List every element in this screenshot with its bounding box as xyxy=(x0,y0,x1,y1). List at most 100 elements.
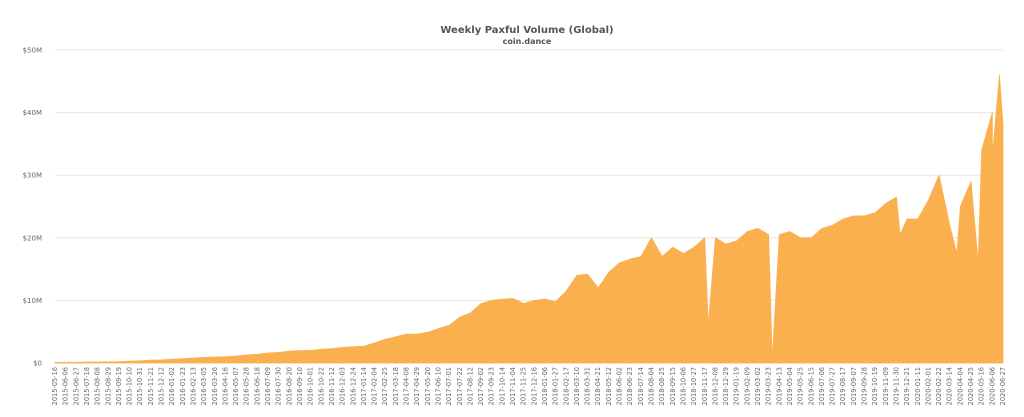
x-tick-label: 2019-10-19 xyxy=(871,367,879,405)
x-axis: 2015-05-16 2015-06-06 2015-06-27 2015-07-18… xyxy=(51,367,1007,405)
x-tick-label: 2019-02-09 xyxy=(743,367,751,405)
x-tick-label: 2020-06-27 xyxy=(999,367,1007,405)
x-tick-label: 2016-07-09 xyxy=(264,367,272,405)
x-tick-label: 2017-10-14 xyxy=(498,367,506,405)
x-tick-label: 2018-12-29 xyxy=(722,367,730,405)
x-tick-label: 2016-01-02 xyxy=(168,367,176,405)
x-tick-label: 2017-07-01 xyxy=(445,367,453,405)
x-tick-label: 2019-06-15 xyxy=(807,367,815,405)
x-tick-label: 2015-08-29 xyxy=(104,367,112,405)
x-tick-label: 2018-08-04 xyxy=(647,367,655,405)
x-tick-label: 2016-11-12 xyxy=(328,367,336,405)
x-tick-label: 2018-01-27 xyxy=(552,367,560,405)
x-tick-label: 2019-11-09 xyxy=(882,367,890,405)
x-tick-label: 2018-09-15 xyxy=(669,367,677,405)
x-tick-label: 2016-10-01 xyxy=(307,367,315,405)
x-tick-label: 2017-04-08 xyxy=(403,367,411,405)
x-tick-label: 2017-04-29 xyxy=(413,367,421,405)
x-tick-label: 2017-06-10 xyxy=(434,367,442,405)
x-tick-label: 2015-09-19 xyxy=(115,367,123,405)
x-tick-label: 2018-04-21 xyxy=(594,367,602,405)
x-tick-label: 2017-08-12 xyxy=(466,367,474,405)
y-axis: $0 $10M $20M $30M $40M $50M xyxy=(23,47,42,368)
x-tick-label: 2020-02-01 xyxy=(924,367,932,405)
y-tick-label: $50M xyxy=(23,47,42,55)
x-tick-label: 2017-12-16 xyxy=(530,367,538,405)
x-tick-label: 2019-09-28 xyxy=(861,367,869,405)
x-tick-label: 2015-12-12 xyxy=(158,367,166,405)
x-tick-label: 2019-11-30 xyxy=(892,367,900,405)
y-tick-label: $0 xyxy=(33,360,42,368)
x-tick-label: 2018-03-31 xyxy=(584,367,592,405)
x-tick-label: 2019-05-25 xyxy=(797,367,805,405)
x-tick-label: 2020-02-22 xyxy=(935,367,943,405)
x-tick-label: 2016-09-10 xyxy=(296,367,304,405)
series-area xyxy=(54,74,1004,364)
chart-subtitle: coin.dance xyxy=(503,37,552,46)
x-tick-label: 2019-01-19 xyxy=(733,367,741,405)
volume-area xyxy=(54,74,1004,364)
x-tick-label: 2015-10-31 xyxy=(136,367,144,405)
x-tick-label: 2018-12-08 xyxy=(711,367,719,405)
x-tick-label: 2018-06-23 xyxy=(626,367,634,405)
x-tick-label: 2017-05-20 xyxy=(424,367,432,405)
x-tick-label: 2017-11-25 xyxy=(520,367,528,405)
x-tick-label: 2019-03-23 xyxy=(765,367,773,405)
y-tick-label: $30M xyxy=(23,172,42,180)
x-tick-label: 2015-06-27 xyxy=(72,367,80,405)
x-tick-label: 2015-07-18 xyxy=(83,367,91,405)
x-tick-label: 2017-11-04 xyxy=(509,367,517,405)
x-tick-label: 2020-04-25 xyxy=(967,367,975,405)
x-tick-label: 2020-03-14 xyxy=(946,367,954,405)
x-tick-label: 2018-01-06 xyxy=(541,367,549,405)
x-tick-label: 2016-06-18 xyxy=(253,367,261,405)
x-tick-label: 2017-01-14 xyxy=(360,367,368,405)
x-tick-label: 2019-12-21 xyxy=(903,367,911,405)
x-tick-label: 2018-02-17 xyxy=(562,367,570,405)
x-tick-label: 2016-04-16 xyxy=(221,367,229,405)
x-tick-label: 2018-07-14 xyxy=(637,367,645,405)
x-tick-label: 2018-10-27 xyxy=(690,367,698,405)
x-tick-label: 2015-05-16 xyxy=(51,367,59,405)
x-tick-label: 2016-01-23 xyxy=(179,367,187,405)
x-tick-label: 2018-08-25 xyxy=(658,367,666,405)
x-tick-label: 2017-07-22 xyxy=(456,367,464,405)
x-tick-label: 2016-12-24 xyxy=(349,367,357,405)
x-tick-label: 2019-07-27 xyxy=(829,367,837,405)
x-tick-label: 2017-09-02 xyxy=(477,367,485,405)
x-tick-label: 2019-04-13 xyxy=(775,367,783,405)
x-tick-label: 2017-02-04 xyxy=(371,367,379,405)
x-tick-label: 2018-06-02 xyxy=(616,367,624,405)
x-tick-label: 2018-10-06 xyxy=(679,367,687,405)
x-tick-label: 2020-06-06 xyxy=(988,367,996,405)
x-tick-label: 2017-03-18 xyxy=(392,367,400,405)
x-tick-label: 2019-03-02 xyxy=(754,367,762,405)
x-tick-label: 2016-08-20 xyxy=(285,367,293,405)
x-tick-label: 2015-06-06 xyxy=(62,367,70,405)
x-tick-label: 2020-04-04 xyxy=(956,367,964,405)
x-tick-label: 2018-03-10 xyxy=(573,367,581,405)
chart-title: Weekly Paxful Volume (Global) xyxy=(440,25,613,36)
x-tick-label: 2019-08-17 xyxy=(839,367,847,405)
x-tick-label: 2017-02-25 xyxy=(381,367,389,405)
x-tick-label: 2016-05-28 xyxy=(243,367,251,405)
x-tick-label: 2017-09-23 xyxy=(488,367,496,405)
x-tick-label: 2016-07-30 xyxy=(275,367,283,405)
x-tick-label: 2020-05-16 xyxy=(978,367,986,405)
x-tick-label: 2018-11-17 xyxy=(701,367,709,405)
x-tick-label: 2016-03-05 xyxy=(200,367,208,405)
x-tick-label: 2019-09-07 xyxy=(850,367,858,405)
x-tick-label: 2019-05-04 xyxy=(786,367,794,405)
y-tick-label: $10M xyxy=(23,297,42,305)
x-tick-label: 2016-03-26 xyxy=(211,367,219,405)
x-tick-label: 2016-10-22 xyxy=(317,367,325,405)
x-tick-label: 2015-11-21 xyxy=(147,367,155,405)
x-tick-label: 2015-08-08 xyxy=(94,367,102,405)
x-tick-label: 2019-07-06 xyxy=(818,367,826,405)
x-tick-label: 2016-05-07 xyxy=(232,367,240,405)
y-tick-label: $40M xyxy=(23,109,42,117)
x-tick-label: 2020-01-11 xyxy=(914,367,922,405)
x-tick-label: 2016-12-03 xyxy=(339,367,347,405)
y-tick-label: $20M xyxy=(23,234,42,242)
